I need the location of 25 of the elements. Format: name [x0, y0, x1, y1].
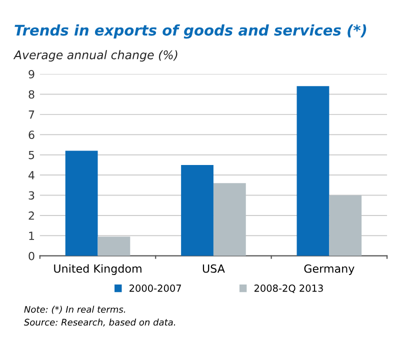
bar — [181, 164, 214, 256]
legend-label: 2000-2007 — [130, 284, 181, 292]
x-tick-label: Germany — [304, 264, 354, 275]
bar — [329, 195, 362, 256]
y-tick-label: 2 — [28, 211, 34, 220]
y-tick-label: 8 — [28, 90, 34, 99]
bar — [213, 183, 246, 256]
bar — [98, 236, 130, 256]
chart-title: Trends in exports of goods and services (*) — [14, 24, 366, 39]
y-tick-label: 7 — [28, 110, 34, 119]
y-tick-label: 6 — [28, 130, 34, 140]
y-tick-label: 0 — [28, 252, 34, 260]
legend-label: 2008-2Q 2013 — [254, 284, 323, 293]
x-tick-label: USA — [202, 264, 225, 273]
y-tick-label: 5 — [28, 150, 34, 160]
y-tick-label: 9 — [28, 70, 34, 78]
y-tick-label: 1 — [29, 232, 34, 240]
bar — [65, 150, 98, 256]
x-tick-label: United Kingdom — [54, 264, 142, 275]
source-note: Source: Research, based on data. — [24, 318, 176, 327]
bar — [296, 86, 330, 256]
text: Note: (*) In real terms. — [24, 306, 126, 314]
y-axis-title: Average annual change (%) — [13, 50, 178, 62]
y-tick-label: 3 — [28, 191, 34, 200]
y-tick-label: 4 — [28, 171, 34, 180]
